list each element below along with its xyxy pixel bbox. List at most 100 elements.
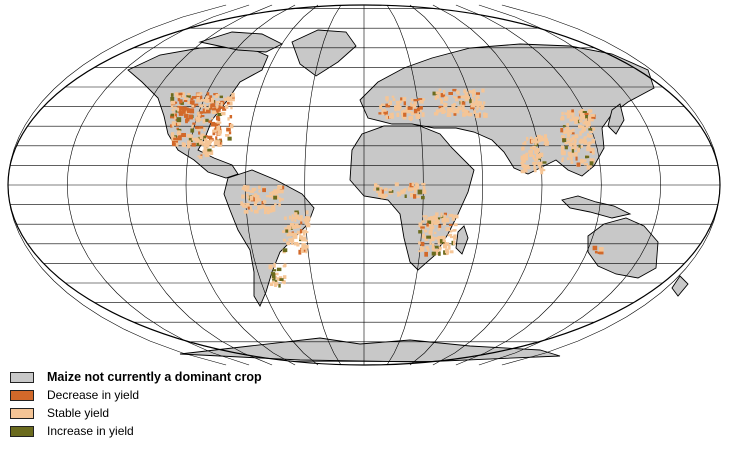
yield-patch xyxy=(442,243,448,249)
yield-patch xyxy=(453,234,457,240)
yield-patch xyxy=(185,118,188,124)
yield-patch xyxy=(437,240,442,245)
yield-patch xyxy=(579,158,584,164)
yield-patch xyxy=(404,194,407,198)
yield-patch xyxy=(397,193,402,196)
yield-patch xyxy=(418,230,423,234)
yield-patch xyxy=(204,142,208,145)
yield-patch xyxy=(420,246,425,252)
yield-patch xyxy=(391,95,395,98)
yield-patch xyxy=(246,193,249,196)
yield-patch xyxy=(385,193,388,197)
australia-landmass xyxy=(587,217,659,279)
yield-patch xyxy=(576,162,581,167)
legend-item: Increase in yield xyxy=(10,423,410,441)
yield-patch xyxy=(242,203,245,207)
yield-patch xyxy=(598,247,604,252)
yield-patch xyxy=(204,118,209,122)
yield-patch xyxy=(305,222,311,228)
yield-patch xyxy=(464,96,469,102)
yield-patch xyxy=(413,189,417,194)
yield-patch xyxy=(171,140,175,145)
yield-patch xyxy=(300,249,306,253)
yield-patch xyxy=(409,102,412,106)
yield-patch xyxy=(226,102,230,105)
yield-patch xyxy=(379,190,382,195)
yield-patch xyxy=(571,146,576,151)
meridian-line xyxy=(66,4,250,366)
yield-patch xyxy=(422,185,425,188)
yield-patch xyxy=(297,212,300,215)
yield-patch xyxy=(250,209,253,212)
yield-patch xyxy=(272,205,276,208)
yield-patch xyxy=(419,245,422,251)
yield-patch xyxy=(190,97,194,101)
yield-patch xyxy=(578,124,582,129)
yield-patch xyxy=(539,135,544,140)
yield-patch xyxy=(560,128,564,133)
yield-patch xyxy=(230,106,233,110)
yield-patch xyxy=(530,139,536,143)
yield-patch xyxy=(274,276,277,279)
yield-patch xyxy=(271,281,275,284)
yield-patch xyxy=(574,134,579,139)
yield-patch xyxy=(589,161,594,166)
yield-patch xyxy=(566,127,570,132)
yield-patch xyxy=(589,148,594,152)
yield-patch xyxy=(573,139,576,144)
yield-patch xyxy=(211,110,216,114)
yield-patch xyxy=(199,134,204,140)
yield-patch xyxy=(305,210,309,215)
yield-patch xyxy=(422,215,428,218)
yield-patch xyxy=(571,149,575,153)
yield-patch xyxy=(421,220,425,223)
meridian-line xyxy=(126,4,273,366)
yield-patch xyxy=(385,114,388,120)
yield-patch xyxy=(199,104,203,108)
yield-patch xyxy=(599,251,604,255)
yield-patch xyxy=(276,277,280,281)
yield-patch xyxy=(418,241,422,245)
yield-patch xyxy=(206,95,210,98)
yield-patch xyxy=(219,113,223,116)
yield-patch xyxy=(170,124,173,128)
yield-patch xyxy=(378,192,381,197)
yield-patch xyxy=(571,111,575,116)
yield-patch xyxy=(437,236,442,239)
yield-patch xyxy=(298,225,301,229)
yield-patch xyxy=(217,128,222,134)
yield-patch xyxy=(400,189,406,193)
yield-patch xyxy=(419,99,424,104)
yield-patch xyxy=(204,152,210,158)
yield-patch xyxy=(524,141,527,146)
yield-patch xyxy=(443,102,446,106)
yield-patch xyxy=(413,99,419,102)
yield-patch xyxy=(195,103,199,106)
yield-patch xyxy=(581,109,585,113)
yield-patch xyxy=(594,251,598,254)
yield-patch xyxy=(216,121,222,124)
yield-patch xyxy=(211,107,217,111)
yield-patch xyxy=(257,205,260,211)
yield-patch xyxy=(396,191,400,194)
yield-patch xyxy=(299,229,303,234)
yield-patch xyxy=(278,284,281,288)
yield-patch xyxy=(537,161,541,167)
yield-patch xyxy=(190,128,195,133)
yield-patch xyxy=(441,218,446,223)
yield-patch xyxy=(525,169,528,173)
yield-patch xyxy=(273,195,278,200)
yield-patch xyxy=(562,138,567,143)
yield-patch xyxy=(521,164,526,168)
yield-patch xyxy=(196,93,201,97)
yield-patch xyxy=(199,95,203,100)
yield-patch xyxy=(291,224,297,229)
yield-patch xyxy=(448,223,453,226)
yield-patch xyxy=(181,95,185,98)
yield-patch xyxy=(181,106,187,112)
yield-patch xyxy=(420,226,425,229)
yield-patch xyxy=(433,221,439,225)
yield-patch xyxy=(278,203,281,207)
meridian-line xyxy=(478,4,662,366)
yield-patch xyxy=(468,90,473,94)
